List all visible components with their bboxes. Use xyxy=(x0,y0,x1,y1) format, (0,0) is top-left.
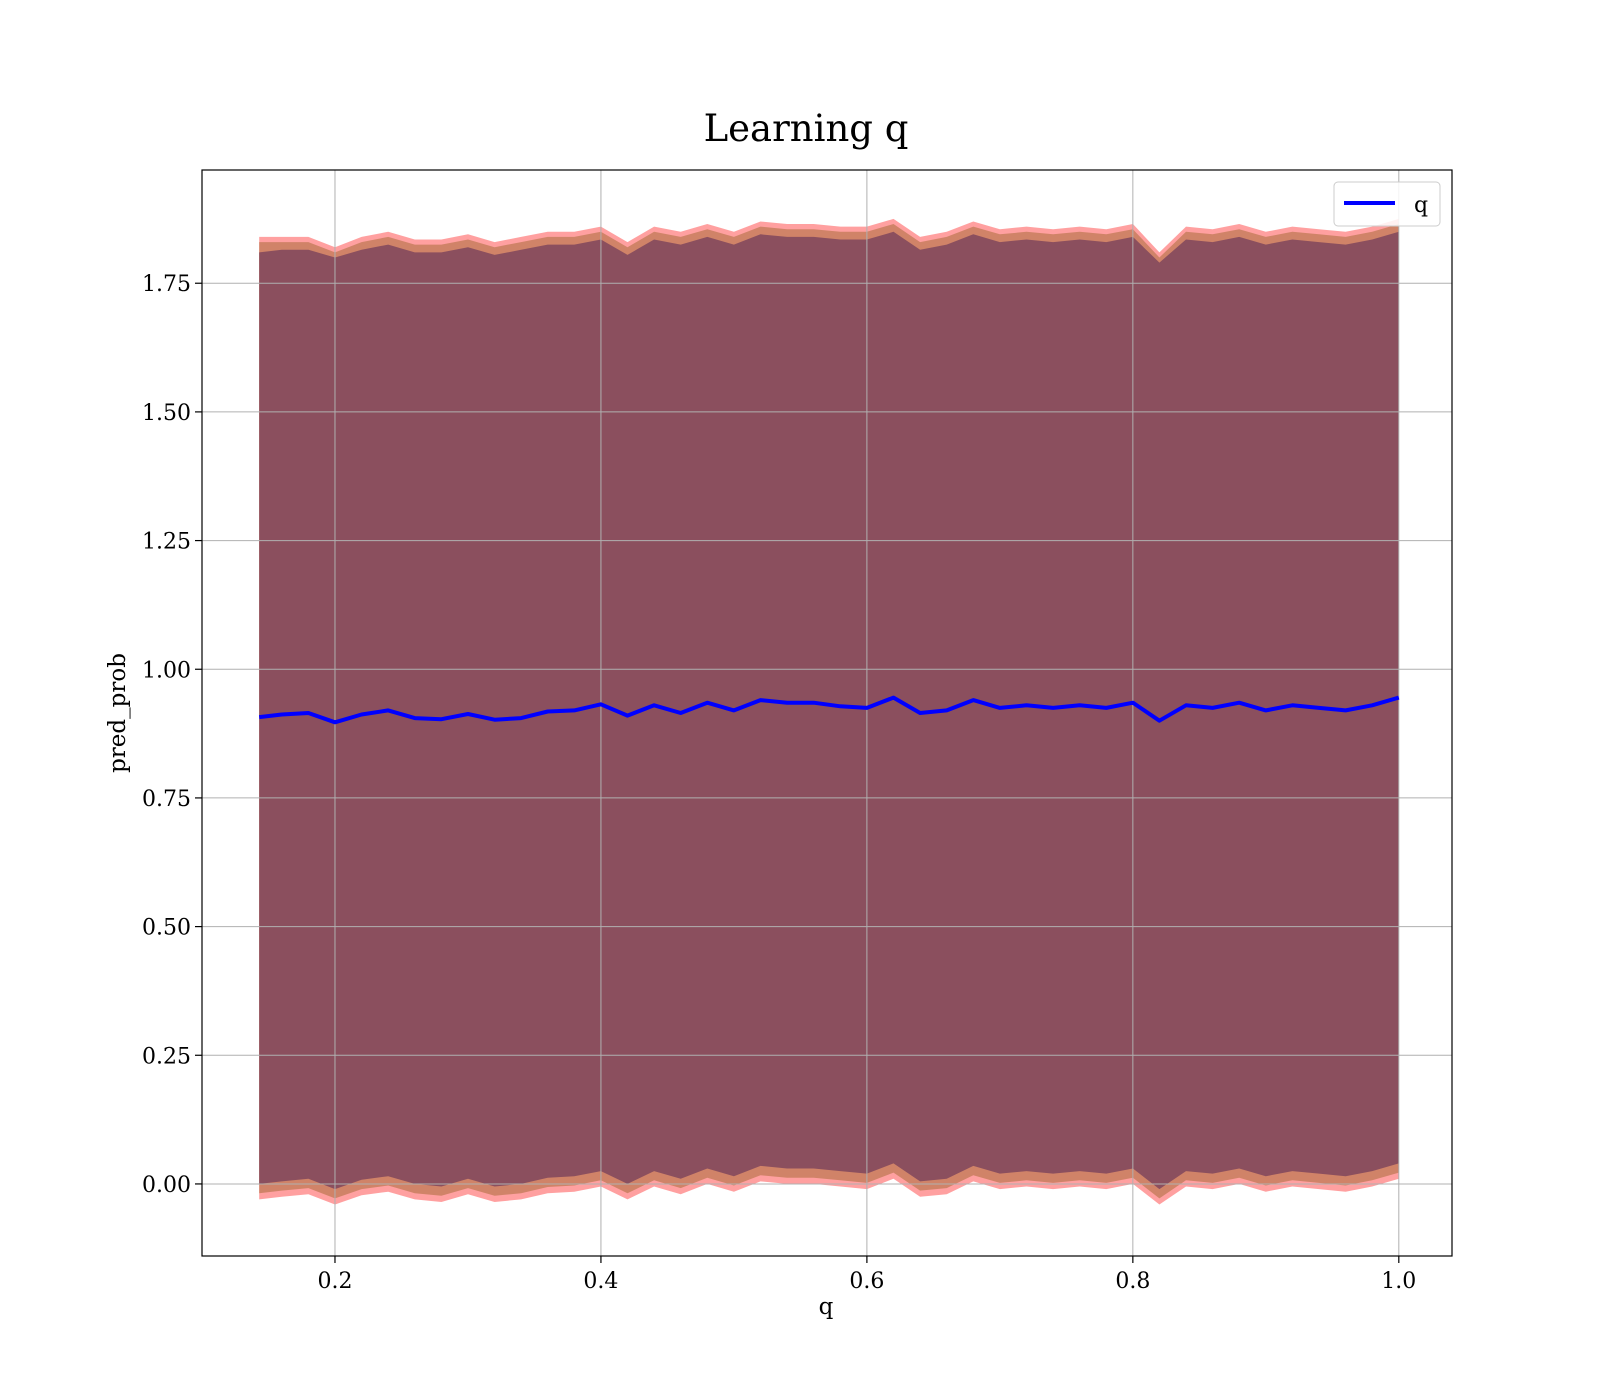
grid-lines xyxy=(202,170,1452,1256)
series-line-q xyxy=(258,695,1400,725)
x-tick-label: 0.6 xyxy=(849,1269,884,1294)
x-tick-label: 0.2 xyxy=(317,1269,352,1294)
x-axis-label: q xyxy=(819,1294,834,1320)
confidence-bands xyxy=(259,218,1399,1205)
y-tick-label: 0.00 xyxy=(142,1173,191,1198)
x-tick-label: 0.4 xyxy=(583,1269,618,1294)
y-axis-ticks: 0.00 0.25 0.50 0.75 1.00 1.25 1.50 1.75 xyxy=(142,272,202,1198)
y-tick-label: 1.25 xyxy=(142,530,191,555)
chart-title: Learning q xyxy=(704,107,909,150)
x-axis-ticks: 0.2 0.4 0.6 0.8 1.0 xyxy=(317,1256,1416,1294)
x-tick-label: 0.8 xyxy=(1115,1269,1150,1294)
plot-frame xyxy=(201,169,1453,1257)
series-lines xyxy=(258,695,1400,725)
y-tick-label: 1.75 xyxy=(142,272,191,297)
y-tick-label: 0.75 xyxy=(142,787,191,812)
x-tick-label: 1.0 xyxy=(1381,1269,1416,1294)
y-tick-label: 0.50 xyxy=(142,916,191,941)
y-tick-label: 1.00 xyxy=(142,658,191,683)
legend-label-q: q xyxy=(1414,193,1428,218)
band-inner xyxy=(259,231,1399,1190)
y-tick-label: 0.25 xyxy=(142,1044,191,1069)
legend: q xyxy=(1333,181,1441,227)
y-axis-label: pred_prob xyxy=(105,653,131,773)
y-tick-label: 1.50 xyxy=(142,401,191,426)
